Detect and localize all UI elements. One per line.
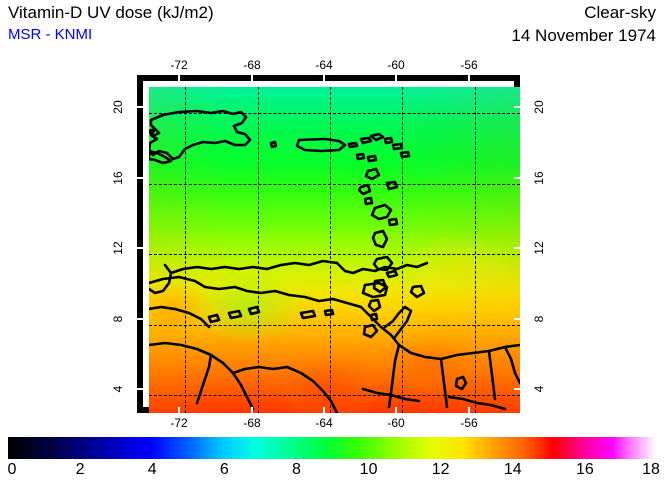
axis-tick: [468, 75, 470, 81]
lat-tick-label: 20: [111, 100, 125, 114]
axis-tick: [137, 106, 143, 108]
gridline-vertical: [258, 87, 259, 413]
lat-tick-label: 16: [111, 171, 125, 185]
lat-tick-label: 4: [111, 385, 125, 393]
coastline-overlay: [149, 109, 520, 413]
colorbar-gradient: [8, 437, 657, 459]
gridline-horizontal: [149, 113, 520, 114]
axis-tick: [514, 177, 520, 179]
colorbar-tick-label: 8: [291, 461, 301, 478]
page-title: Vitamin-D UV dose (kJ/m2): [8, 3, 214, 22]
uv-anomaly-blob: [281, 355, 377, 413]
axis-tick: [514, 318, 520, 320]
gridline-horizontal: [149, 325, 520, 326]
axis-tick: [395, 407, 397, 413]
axis-tick: [323, 407, 325, 413]
lat-tick-label: 20: [532, 100, 546, 114]
map-frame: [137, 75, 520, 413]
colorbar-tick-label: 16: [575, 461, 594, 478]
map-gridlines: [149, 87, 520, 413]
lat-tick-label: 12: [111, 241, 125, 255]
map-plot: -72 -72 -68 -68 -64 -64 -60 -60 -56 -56 20 20 16 16 12…: [111, 58, 546, 430]
lon-tick-label: -72: [170, 416, 188, 430]
colorbar-tick-label: 18: [642, 461, 660, 478]
lat-tick-label: 4: [532, 385, 546, 393]
gridline-horizontal: [149, 395, 520, 396]
gridline-vertical: [185, 87, 186, 413]
gridline-horizontal: [149, 254, 520, 255]
gridline-vertical: [330, 87, 331, 413]
lon-tick-label: -60: [387, 58, 405, 72]
lat-tick-label: 8: [532, 315, 546, 323]
map-data-field: [149, 87, 520, 413]
lat-tick-label: 12: [532, 241, 546, 255]
lon-tick-label: -68: [243, 416, 261, 430]
date-label: 14 November 1974: [511, 26, 656, 45]
axis-tick: [137, 318, 143, 320]
axis-tick: [137, 247, 143, 249]
axis-tick: [514, 106, 520, 108]
axis-tick: [514, 247, 520, 249]
lon-tick-label: -64: [315, 416, 333, 430]
gridline-vertical: [475, 87, 476, 413]
lat-tick-label: 8: [111, 315, 125, 323]
gridline-vertical: [402, 87, 403, 413]
axis-tick: [178, 407, 180, 413]
colorbar-tick-labels: 0 2 4 6 8 10 12 14 16 18: [8, 460, 660, 480]
colorbar-tick-label: 12: [431, 461, 450, 478]
lon-tick-label: -68: [243, 58, 261, 72]
lon-tick-label: -60: [387, 416, 405, 430]
colorbar-tick-label: 0: [7, 461, 17, 478]
axis-tick: [323, 75, 325, 81]
colorbar-tick-label: 4: [147, 461, 157, 478]
colorbar-tick-label: 2: [75, 461, 85, 478]
uv-anomaly-blob: [193, 273, 303, 339]
axis-tick: [395, 75, 397, 81]
lon-tick-label: -56: [460, 58, 478, 72]
axis-tick: [137, 177, 143, 179]
axis-tick: [137, 388, 143, 390]
colorbar-tick-label: 14: [503, 461, 522, 478]
gridline-horizontal: [149, 184, 520, 185]
colorbar-tick-label: 6: [219, 461, 229, 478]
lon-tick-label: -72: [170, 58, 188, 72]
colorbar: 0 2 4 6 8 10 12 14 16 18: [8, 437, 660, 478]
lon-tick-label: -56: [460, 416, 478, 430]
axis-tick: [251, 407, 253, 413]
axis-tick: [468, 407, 470, 413]
sky-condition-label: Clear-sky: [584, 3, 656, 22]
lon-tick-label: -64: [315, 58, 333, 72]
lat-tick-label: 16: [532, 171, 546, 185]
data-source-label: MSR - KNMI: [8, 26, 93, 43]
axis-tick: [514, 388, 520, 390]
colorbar-tick-label: 10: [359, 461, 378, 478]
axis-tick: [251, 75, 253, 81]
axis-tick: [178, 75, 180, 81]
